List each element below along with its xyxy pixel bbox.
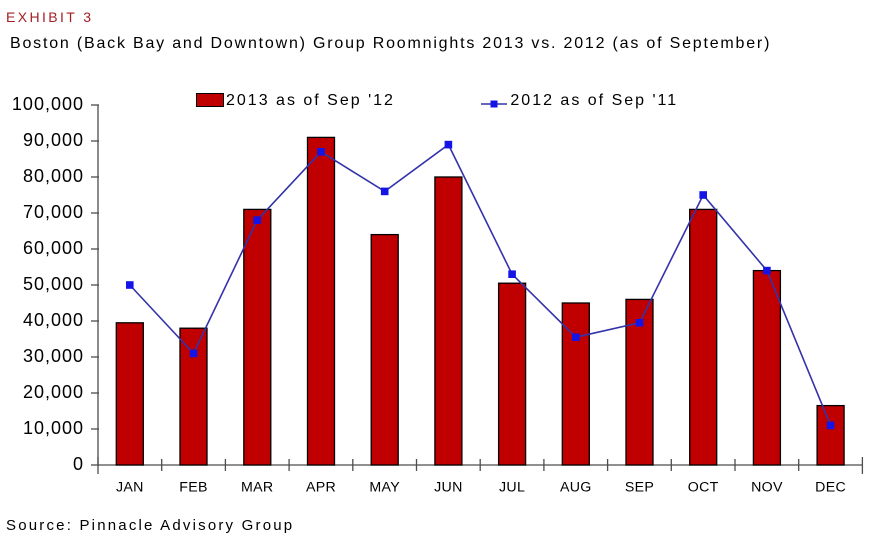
svg-text:NOV: NOV bbox=[751, 480, 783, 496]
svg-text:SEP: SEP bbox=[625, 480, 654, 496]
svg-text:APR: APR bbox=[306, 480, 336, 496]
svg-text:40,000: 40,000 bbox=[23, 310, 84, 330]
svg-text:30,000: 30,000 bbox=[23, 346, 84, 366]
svg-text:DEC: DEC bbox=[815, 480, 846, 496]
svg-text:MAR: MAR bbox=[241, 480, 273, 496]
svg-text:80,000: 80,000 bbox=[23, 166, 84, 186]
svg-text:OCT: OCT bbox=[688, 480, 719, 496]
svg-text:MAY: MAY bbox=[369, 480, 400, 496]
svg-text:60,000: 60,000 bbox=[23, 238, 84, 258]
svg-text:70,000: 70,000 bbox=[23, 202, 84, 222]
svg-text:JAN: JAN bbox=[116, 480, 144, 496]
svg-text:20,000: 20,000 bbox=[23, 382, 84, 402]
svg-text:90,000: 90,000 bbox=[23, 130, 84, 150]
svg-text:AUG: AUG bbox=[560, 480, 592, 496]
svg-text:50,000: 50,000 bbox=[23, 274, 84, 294]
svg-text:FEB: FEB bbox=[179, 480, 208, 496]
svg-text:0: 0 bbox=[73, 454, 84, 474]
svg-text:JUL: JUL bbox=[499, 480, 525, 496]
svg-text:JUN: JUN bbox=[434, 480, 463, 496]
svg-text:100,000: 100,000 bbox=[12, 94, 84, 114]
svg-text:10,000: 10,000 bbox=[23, 418, 84, 438]
